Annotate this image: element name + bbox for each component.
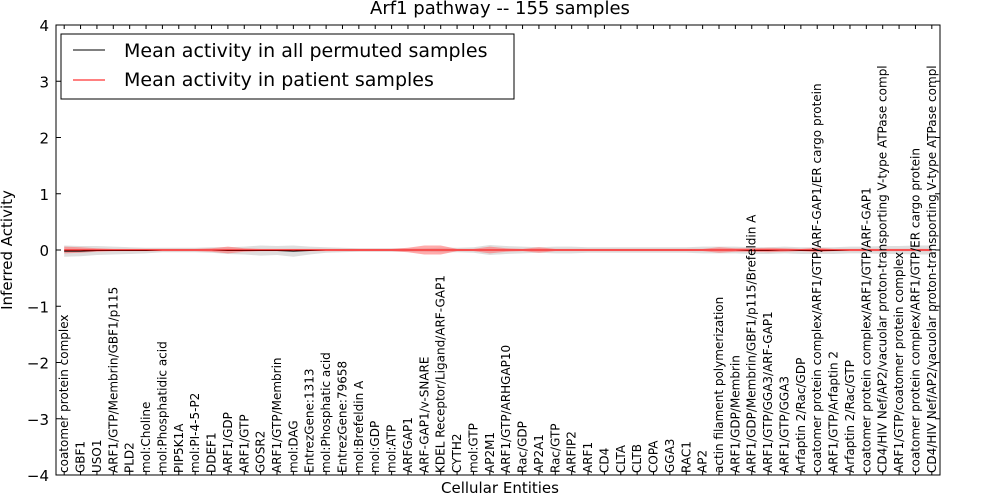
x-tick-label: mol:Choline (139, 402, 153, 473)
x-tick-label: ARFGAP1 (401, 417, 415, 473)
x-axis-label: Cellular Entities (441, 479, 559, 497)
x-tick-label: ARF1/GTP/ARHGAP10 (499, 345, 513, 473)
y-tick-label: −4 (27, 467, 49, 485)
x-tick-label: coatomer protein complex (57, 315, 71, 473)
x-axis-ticks: coatomer protein complex GBF1 USO1 ARF1/GTP… (57, 25, 939, 475)
x-tick-label: CYTH2 (450, 434, 464, 474)
x-tick-label: mol:Phosphatidic acid (155, 341, 169, 473)
x-tick-label: AP2M1 (483, 432, 497, 473)
x-tick-label: Rac/GDP (516, 421, 530, 473)
x-tick-label: ARF1/GTP/Membrin/GBF1/p115 (106, 287, 120, 473)
x-tick-label: USO1 (90, 440, 104, 473)
x-tick-label: GGA3 (663, 439, 677, 473)
x-tick-label: ARF1/GTP/coatomer protein complex (892, 252, 906, 473)
chart-title: Arf1 pathway -- 155 samples (370, 0, 630, 19)
x-tick-label: PLD2 (123, 442, 137, 473)
y-tick-label: 1 (39, 186, 49, 204)
x-tick-label: Arfaptin 2/Rac/GDP (794, 358, 808, 473)
x-tick-label: ARF-GAP1/v-SNARE (417, 357, 431, 473)
x-tick-label: CD4/HIV Nef/AP2/vacuolar proton-transpor… (925, 65, 939, 473)
x-tick-label: ARF1 (581, 442, 595, 473)
y-tick-label: 4 (39, 17, 49, 35)
x-tick-label: CD4 (597, 448, 611, 473)
x-tick-label: mol:PI-4-5-P2 (188, 393, 202, 473)
x-tick-label: mol:Phosphatic acid (319, 352, 333, 473)
x-tick-label: EntrezGene:79658 (335, 361, 349, 473)
x-tick-label: KDEL Receptor/Ligand/ARF-GAP1 (434, 275, 448, 473)
series-lines (64, 249, 932, 252)
x-tick-label: CD4/HIV Nef/AP2/vacuolar proton-transpor… (876, 65, 890, 473)
x-tick-label: ARF1/GDP/Membrin/GBF1/p115/Brefeldin A (745, 214, 759, 473)
legend-label-permuted: Mean activity in all permuted samples (124, 40, 487, 62)
x-tick-label: coatomer protein complex/ARF1/GTP/ARF-GA… (810, 83, 824, 473)
x-tick-label: CLTA (614, 444, 628, 473)
x-tick-label: mol:GDP (368, 421, 382, 473)
x-tick-label: RAC1 (679, 441, 693, 473)
x-tick-label: ARF1/GTP/Membrin (270, 357, 284, 473)
x-tick-label: mol:Brefeldin A (352, 380, 366, 473)
x-tick-label: mol:DAG (286, 420, 300, 473)
x-tick-label: ARF1/GTP (237, 414, 251, 473)
x-tick-label: ARF1/GTP/Arfaptin 2 (827, 351, 841, 473)
x-tick-label: Rac/GTP (548, 423, 562, 473)
x-tick-label: ARF1/GDP (221, 412, 235, 473)
x-tick-label: CLTB (630, 444, 644, 473)
legend-box (60, 33, 515, 100)
x-tick-label: GBF1 (74, 441, 88, 473)
x-tick-label: PIP5K1A (172, 423, 186, 473)
x-tick-label: Arfaptin 2/Rac/GTP (843, 360, 857, 473)
x-tick-label: AP2 (696, 450, 710, 473)
y-axis-label: Inferred Activity (0, 190, 16, 310)
legend: Mean activity in all permuted samples Me… (60, 33, 515, 100)
y-tick-label: 3 (39, 73, 49, 91)
y-tick-label: −1 (27, 298, 49, 316)
y-tick-label: 2 (39, 130, 49, 148)
x-tick-label: DDEF1 (205, 432, 219, 473)
x-tick-label: AP2A1 (532, 434, 546, 473)
x-tick-label: GOSR2 (254, 431, 268, 473)
x-tick-label: actin filament polymerization (712, 297, 726, 473)
x-tick-label: mol:ATP (385, 425, 399, 473)
y-tick-label: −2 (27, 355, 49, 373)
x-tick-label: COPA (647, 440, 661, 473)
x-tick-label: ARF1/GTP/GGA3/ARF-GAP1 (761, 311, 775, 473)
legend-label-patient: Mean activity in patient samples (124, 69, 434, 91)
x-tick-label: EntrezGene:1313 (303, 369, 317, 474)
x-tick-label: ARF1/GTP/GGA3 (777, 376, 791, 473)
x-tick-label: mol:GTP (466, 423, 480, 473)
x-tick-label: ARF1/GDP/Membrin (728, 355, 742, 473)
y-axis-ticks: 4 3 2 1 0 −1 −2 −3 −4 (27, 17, 940, 485)
x-tick-label: coatomer protein complex/ARF1/GTP/ER car… (908, 148, 922, 473)
y-tick-label: 0 (39, 242, 49, 260)
x-tick-label: ARFIP2 (565, 431, 579, 473)
y-tick-label: −3 (27, 411, 49, 429)
x-tick-label: coatomer protein complex/ARF1/GTP/ARF-GA… (859, 187, 873, 473)
